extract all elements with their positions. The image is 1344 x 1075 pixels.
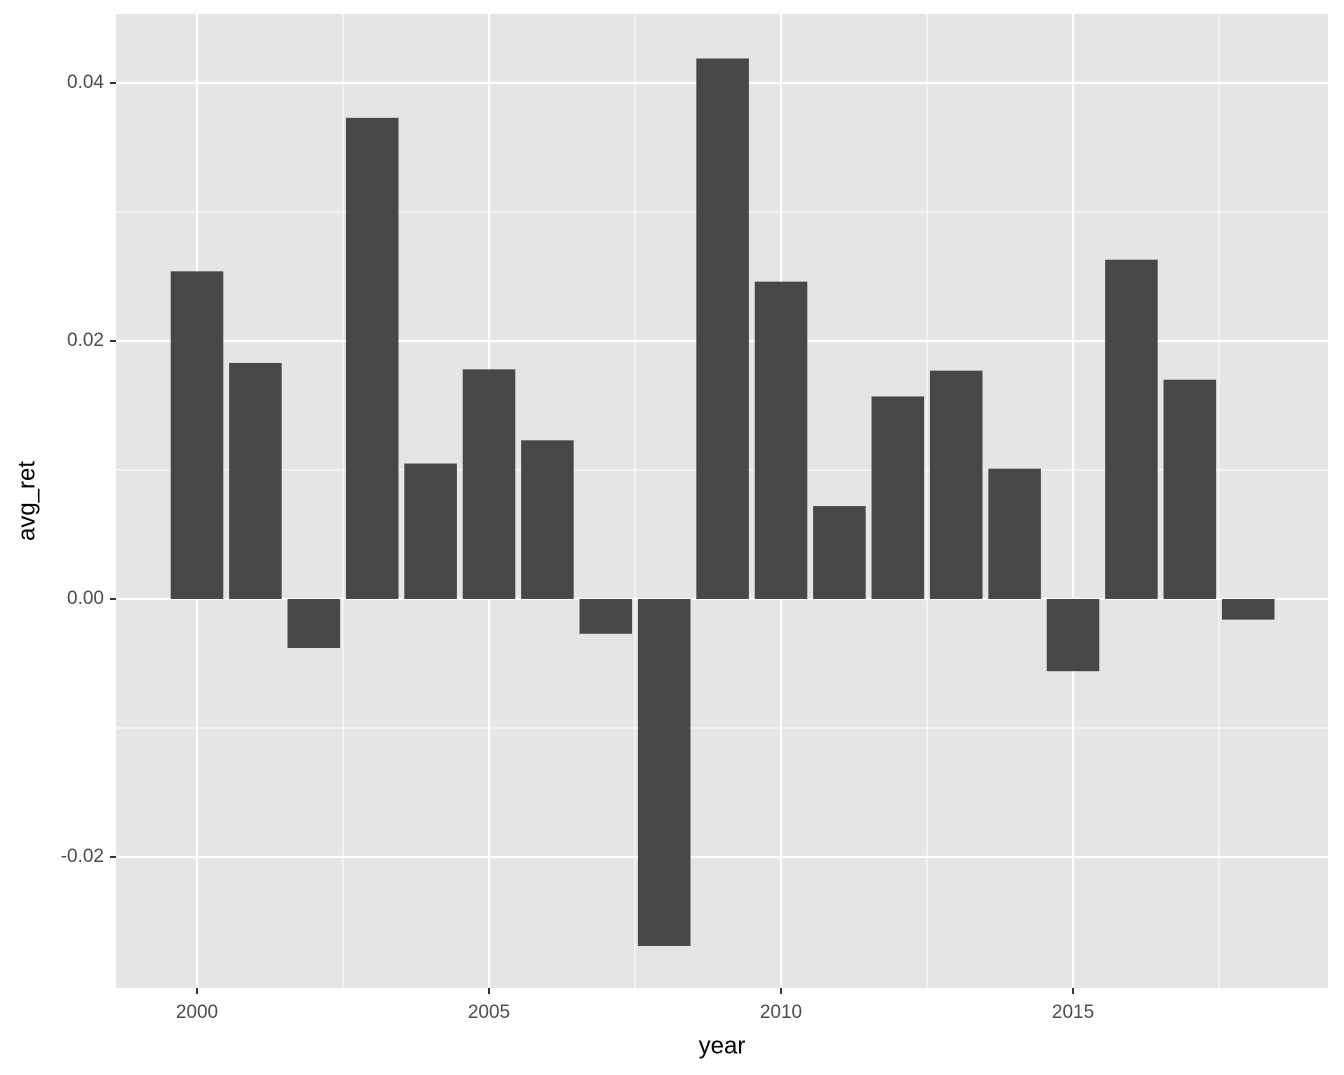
x-axis-title: year [699, 1032, 746, 1059]
x-tick-label: 2000 [176, 1002, 218, 1023]
bars [170, 58, 1275, 946]
y-tick-label: -0.02 [61, 846, 104, 867]
bar [988, 468, 1041, 599]
bar [579, 598, 633, 634]
bar [1221, 598, 1275, 620]
x-tick-label: 2015 [1052, 1002, 1094, 1023]
bar [462, 369, 516, 599]
bar [1046, 598, 1100, 672]
bar [404, 463, 457, 599]
y-tick-label: 0.02 [67, 330, 104, 351]
y-axis-title: avg_ret [13, 461, 40, 541]
bar [871, 396, 925, 599]
bar [287, 598, 341, 648]
x-tick-label: 2010 [760, 1002, 802, 1023]
y-tick-label: 0.04 [67, 72, 104, 93]
bar [637, 598, 691, 946]
bar [813, 506, 866, 599]
bar [696, 58, 749, 599]
x-tick-label: 2005 [468, 1002, 510, 1023]
bar [1163, 379, 1217, 599]
bar [754, 281, 808, 599]
bar [170, 271, 224, 599]
bar [229, 362, 282, 599]
bar [1105, 259, 1158, 599]
y-tick-label: 0.00 [67, 588, 104, 609]
bar [345, 117, 399, 599]
bar [929, 370, 983, 599]
bar [521, 440, 574, 599]
axes: -0.02 0.00 0.02 0.04 2000 2005 2010 2015 [61, 72, 1094, 1023]
